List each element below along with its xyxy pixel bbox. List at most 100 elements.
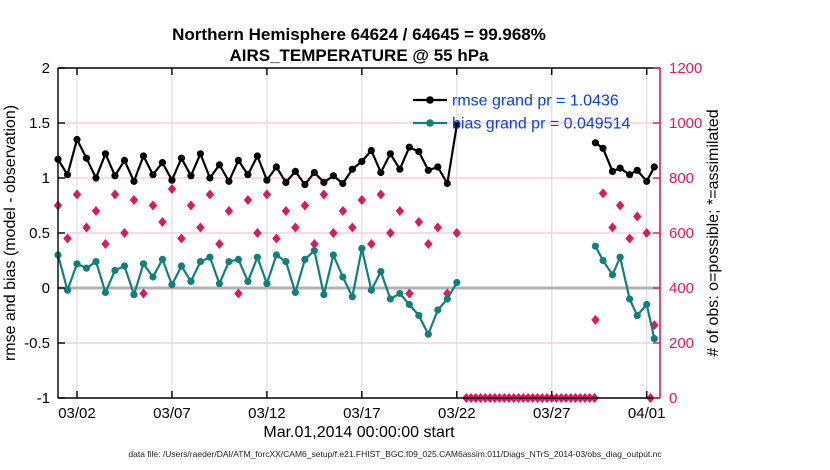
rmse-data-point [139,152,148,160]
obs-count-marker [625,233,634,244]
bias-data-point [453,278,461,287]
obs-count-marker [633,211,642,222]
bias-data-point [591,242,600,250]
rmse-data-point [196,150,205,158]
bias-legend-marker-icon [426,119,434,127]
axes-layer [57,67,661,399]
rmse-legend-marker-icon [426,96,434,104]
right-y-tick-label: 400 [669,280,694,297]
obs-count-marker [598,188,608,199]
rmse-data-point [82,154,91,162]
bias-data-point [377,267,385,276]
rmse-data-point [405,143,413,151]
x-tick-label: 03/27 [533,405,571,422]
bias-data-point [405,300,413,309]
rmse-data-point [453,121,461,129]
bias-data-point [177,262,186,270]
obs-count-marker [158,217,167,227]
bias-data-point [608,271,617,279]
obs-count-marker [253,228,262,238]
bias-data-point [348,293,356,301]
rmse-data-point [253,152,262,160]
rmse-data-point [616,164,624,172]
obs-count-marker [82,222,91,233]
rmse-data-point [329,172,337,180]
obs-count-marker [414,217,424,227]
rmse-data-point [187,172,195,180]
bias-data-point [244,277,252,285]
bias-data-point [101,288,110,296]
rmse-data-point [626,171,634,179]
obs-count-marker [243,195,253,205]
left-y-tick-label: -0.5 [24,335,50,352]
obs-count-marker [91,206,101,216]
obs-count-marker [63,233,72,244]
bias-data-point [301,255,309,263]
bias-data-point [234,255,243,263]
obs-count-marker [642,228,651,238]
bias-data-point [396,289,404,298]
bias-data-point [215,280,224,288]
obs-count-marker [452,228,462,238]
obs-count-marker [376,189,386,200]
right-y-tick-label: 0 [669,390,677,407]
right-y-tick-label: 1000 [669,115,702,132]
x-tick-label: 03/17 [343,405,381,422]
obs-count-marker [72,189,82,200]
left-y-tick-label: 1 [42,170,50,187]
rmse-data-point [434,163,442,171]
x-tick-label: 03/12 [248,405,286,422]
bias-data-point [650,335,658,343]
rmse-data-point [244,171,252,179]
obs-count-marker [120,228,129,238]
bias-data-point [225,258,233,266]
series-layer [53,121,659,403]
rmse-data-point [215,161,224,169]
obs-count-marker [615,200,625,211]
right-y-axis-label: # of obs: o=possible; *=assimilated [705,109,722,356]
rmse-data-point [177,154,186,162]
legend-item-rmse: rmse grand pr = 1.0436 [413,93,619,110]
obs-count-marker [167,184,177,194]
obs-count-marker [591,314,600,325]
rmse-data-point [63,171,72,179]
obs-count-marker [338,206,348,216]
rmse-data-point [158,159,167,167]
bias-data-point [253,253,262,261]
rmse-data-point [396,165,404,173]
left-y-axis-label: rmse and bias (model - observation) [2,105,19,361]
obs-count-marker [433,222,443,233]
obs-count-marker [405,288,414,299]
bias-data-point [263,280,271,288]
left-y-tick-label: -1 [37,390,50,407]
rmse-data-point [73,135,81,144]
obs-count-marker [101,239,110,249]
obs-count-marker [129,195,139,205]
obs-count-marker [215,239,224,249]
rmse-data-point [643,177,651,185]
bias-data-point [130,291,138,299]
obs-count-marker [272,233,281,244]
rmse-data-point [591,139,600,147]
x-tick-label: 03/22 [438,405,476,422]
bias-legend-label: bias grand pr = 0.049514 [452,116,630,133]
rmse-data-point [282,178,290,186]
obs-count-marker [319,189,329,200]
rmse-data-point [225,177,233,185]
rmse-data-point [101,150,110,158]
rmse-data-point [348,165,356,173]
rmse-data-point [120,156,129,164]
left-y-tick-label: 1.5 [29,115,50,132]
x-tick-label: 03/07 [153,405,191,422]
rmse-data-point [358,157,366,166]
bias-data-point [310,247,318,255]
rmse-data-point [599,144,607,152]
rmse-data-point [424,166,432,174]
left-y-tick-label: 0.5 [29,225,50,242]
obs-count-marker [357,195,367,205]
rmse-data-point [339,179,347,188]
bias-data-point [139,260,148,268]
rmse-data-point [92,174,100,182]
